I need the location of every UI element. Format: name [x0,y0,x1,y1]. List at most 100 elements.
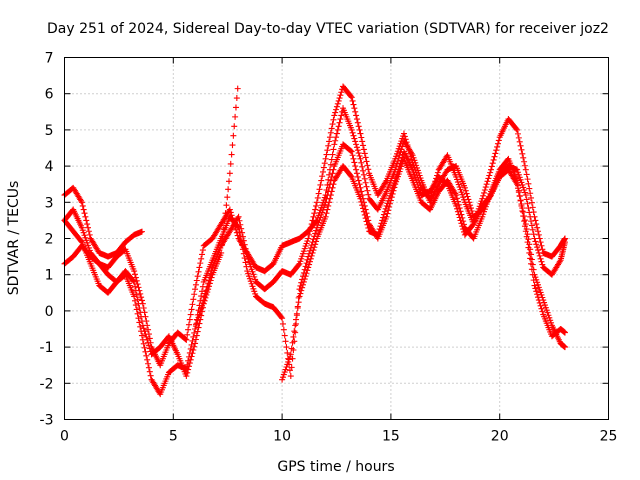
data-point [232,113,239,120]
data-point [358,134,365,141]
data-point [197,260,204,267]
data-point [528,218,535,225]
data-point [348,148,355,155]
data-point [457,217,464,224]
data-point [357,155,364,162]
data-point [190,346,197,353]
data-point [233,95,240,102]
data-point [333,103,340,110]
data-point [202,294,209,301]
data-point [325,176,332,183]
data-point [198,312,205,319]
data-point [238,225,245,232]
data-point [359,192,366,199]
data-point [460,226,467,233]
data-point [561,235,568,242]
y-tick-label: 4 [45,159,54,175]
data-point [538,258,545,265]
data-point [328,125,335,132]
data-point [288,345,295,352]
data-point [518,146,525,153]
data-point [526,241,533,248]
series-sat-c [61,141,568,398]
data-point [398,157,405,164]
data-point [326,138,333,145]
data-point [142,331,149,338]
data-point [329,121,336,128]
data-point [305,235,312,242]
data-point [135,315,142,322]
data-point [539,261,546,268]
data-point [489,160,496,167]
data-point [537,239,544,246]
data-point [204,289,211,296]
data-point [407,150,414,157]
data-point [403,139,410,146]
data-point [392,177,399,184]
data-point [359,138,366,145]
series-group [61,83,568,398]
data-point [322,155,329,162]
data-point [144,336,151,343]
data-point [459,223,466,230]
data-point [530,231,537,238]
data-point [365,191,372,198]
data-point [195,324,202,331]
data-point [205,283,212,290]
data-point [302,273,309,280]
data-point [198,255,205,262]
data-point [328,188,335,195]
data-point [186,360,193,367]
data-point [184,369,191,376]
data-point [224,194,231,201]
data-point [239,246,246,253]
data-point [556,258,563,265]
data-point [187,356,194,363]
data-point [312,241,319,248]
data-point [142,348,149,355]
data-point [359,202,366,209]
data-point [231,123,238,130]
data-point [378,220,385,227]
data-point [393,171,400,178]
data-point [467,202,474,209]
data-point [334,100,341,107]
data-point [287,373,294,380]
data-point [561,329,568,336]
data-point [199,304,206,311]
data-point [307,255,314,262]
data-point [288,364,295,371]
data-point [362,154,369,161]
data-point [324,206,331,213]
data-point [483,181,490,188]
data-point [533,288,540,295]
data-point [363,158,370,165]
x-tick-label: 15 [382,429,400,445]
data-point [522,192,529,199]
data-point [517,142,524,149]
data-point [140,340,147,347]
data-point [382,205,389,212]
data-point [196,264,203,271]
data-point [517,197,524,204]
data-point [183,336,190,343]
data-point [327,129,334,136]
data-point [348,94,355,101]
data-point [222,210,229,217]
data-point [138,332,145,339]
data-point [234,232,241,239]
data-point [307,224,314,231]
data-point [492,150,499,157]
data-point [199,283,206,290]
data-point [434,169,441,176]
data-point [484,178,491,185]
data-point [225,186,232,193]
data-point [485,175,492,182]
data-point [322,213,329,220]
data-point [134,296,141,303]
data-point [427,192,434,199]
data-point [333,106,340,113]
data-point [278,314,285,321]
data-point [529,226,536,233]
data-point [317,181,324,188]
